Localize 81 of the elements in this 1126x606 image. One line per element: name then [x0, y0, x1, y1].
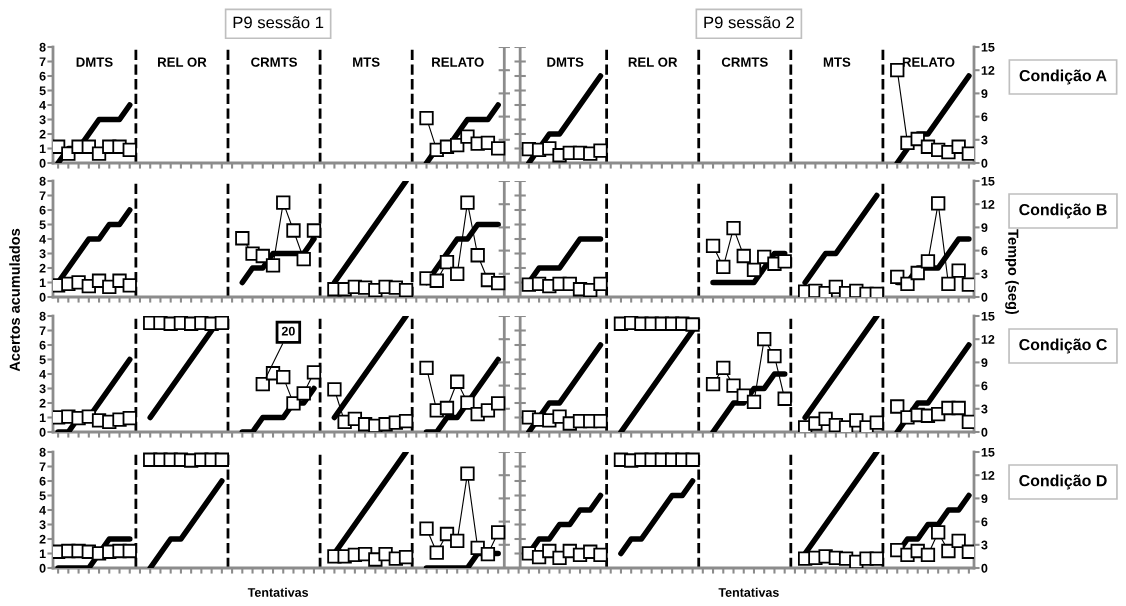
y-tick-label: 5: [39, 355, 46, 365]
y2-tick-label: 12: [981, 471, 995, 480]
y2-tick-label: 15: [981, 447, 995, 457]
text: 20: [281, 326, 295, 336]
text: Tentativas: [247, 587, 309, 597]
y-tick-label: 1: [39, 413, 46, 423]
y2-axis-title: Tempo (seg): [1005, 229, 1019, 315]
annotation: RELATO: [432, 57, 484, 67]
y-tick-label: 7: [39, 57, 46, 67]
text: Condição A: [1019, 69, 1107, 85]
y-tick-label: 0: [39, 563, 46, 573]
y-tick-label: 4: [39, 369, 46, 379]
y-tick-label: 1: [39, 144, 46, 154]
y2-tick-label: 12: [981, 335, 995, 344]
y2-tick-label: 0: [981, 563, 988, 573]
y2-tick-label: 6: [981, 381, 988, 391]
y2-tick-label: 3: [981, 540, 988, 550]
text: P9 sessão 1: [233, 16, 324, 29]
text: Condição D: [1019, 474, 1107, 490]
y-tick-label: 8: [39, 311, 46, 321]
y2-tick-label: 6: [981, 246, 988, 256]
text: Condição C: [1019, 338, 1107, 354]
y-tick-label: 8: [39, 447, 46, 457]
annotation: RELATO: [902, 57, 955, 67]
y-tick-label: 3: [39, 520, 46, 530]
y-tick-label: 7: [39, 462, 46, 472]
annotation: REL OR: [158, 57, 207, 67]
text: Tentativas: [718, 587, 779, 597]
y-tick-label: 7: [39, 326, 46, 336]
y2-tick-label: 15: [981, 311, 995, 321]
y-axis-title: Acertos acumulados: [9, 228, 20, 372]
y2-tick-label: 3: [981, 404, 988, 414]
y2-tick-label: 12: [981, 66, 995, 75]
y-tick-label: 6: [39, 340, 46, 350]
y-tick-label: 4: [39, 234, 46, 244]
y-tick-label: 0: [39, 292, 46, 302]
annotation: MTS: [823, 57, 851, 67]
y-tick-label: 2: [39, 534, 46, 544]
text: P9 sessão 2: [704, 16, 794, 29]
y-tick-label: 1: [39, 278, 46, 288]
y-tick-label: 2: [39, 129, 46, 139]
text: Condição B: [1019, 203, 1107, 219]
y2-tick-label: 6: [981, 517, 988, 527]
y2-tick-label: 15: [981, 176, 995, 186]
y2-tick-label: 9: [981, 358, 988, 368]
y-tick-label: 3: [39, 384, 46, 394]
y-tick-label: 1: [39, 549, 46, 559]
annotation: CRMTS: [251, 57, 297, 67]
annotation: MTS: [353, 57, 380, 67]
y-tick-label: 2: [39, 263, 46, 273]
y-tick-label: 5: [39, 491, 46, 501]
y-tick-label: 6: [39, 71, 46, 81]
y-tick-label: 6: [39, 205, 46, 215]
y2-tick-label: 0: [981, 427, 988, 437]
y-tick-label: 4: [39, 100, 46, 110]
y-tick-label: 5: [39, 220, 46, 230]
y2-tick-label: 9: [981, 494, 988, 504]
annotation: CRMTS: [721, 57, 768, 67]
y2-tick-label: 3: [981, 135, 988, 145]
y2-tick-label: 12: [981, 200, 995, 209]
y2-tick-label: 0: [981, 292, 988, 302]
y2-tick-label: 15: [981, 42, 995, 52]
y2-tick-label: 9: [981, 223, 988, 233]
y-tick-label: 2: [39, 398, 46, 408]
y-tick-label: 8: [39, 176, 46, 186]
annotation: DMTS: [76, 57, 113, 67]
y-tick-label: 3: [39, 115, 46, 125]
y-tick-label: 3: [39, 249, 46, 259]
y-tick-label: 6: [39, 476, 46, 486]
y-tick-label: 5: [39, 86, 46, 96]
y2-tick-label: 0: [981, 158, 988, 168]
annotation: DMTS: [547, 57, 584, 67]
y2-tick-label: 3: [981, 269, 988, 279]
y-tick-label: 7: [39, 191, 46, 201]
y-tick-label: 0: [39, 427, 46, 437]
y-tick-label: 4: [39, 505, 46, 515]
annotation: REL OR: [628, 57, 678, 67]
y2-tick-label: 9: [981, 89, 988, 99]
y-tick-label: 8: [39, 42, 46, 52]
y2-tick-label: 6: [981, 112, 988, 122]
y-tick-label: 0: [39, 158, 46, 168]
